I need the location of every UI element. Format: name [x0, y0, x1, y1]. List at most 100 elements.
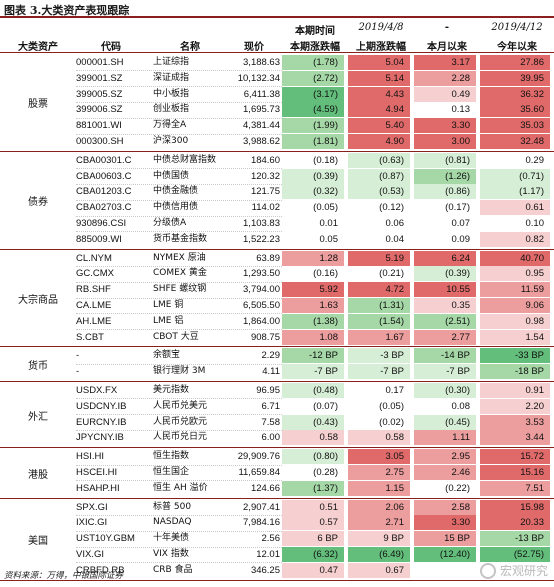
- perf-c3: 2.58: [414, 499, 476, 515]
- asset-name: 恒生国企: [153, 467, 190, 477]
- row-divider: [76, 414, 282, 416]
- asset-price: 3,794.00: [243, 284, 280, 296]
- perf-c3: 2.28: [414, 70, 476, 86]
- perf-c4: 15.72: [480, 449, 550, 465]
- perf-c4: -18 BP: [480, 364, 550, 380]
- perf-c2: 0.06: [385, 218, 405, 229]
- perf-c4: 20.33: [480, 515, 550, 531]
- asset-name: COMEX 黄金: [153, 268, 207, 279]
- row-divider: [76, 530, 282, 532]
- perf-c4: 35.60: [480, 102, 550, 118]
- perf-c4: (52.75): [480, 547, 550, 562]
- perf-c1: -7 BP: [282, 364, 344, 380]
- row-divider: [76, 546, 282, 548]
- header-name: 名称: [180, 42, 200, 53]
- asset-name: 创业板指: [153, 104, 190, 115]
- perf-c4: 0.98: [480, 313, 550, 329]
- asset-name: LME 铝: [153, 315, 184, 326]
- perf-c2: (0.12): [379, 202, 404, 214]
- watermark: 宏观研究: [479, 562, 548, 579]
- perf-c2: 4.72: [348, 282, 410, 298]
- asset-code: UST10Y.GBM: [76, 533, 135, 545]
- perf-c2: -3 BP: [348, 348, 410, 364]
- asset-code: CRBFD.RB: [76, 564, 125, 576]
- asset-price: 4,381.44: [243, 120, 280, 132]
- asset-price: 12.01: [256, 549, 280, 560]
- asset-price: 6.71: [261, 400, 281, 412]
- asset-code: VIX.GI: [76, 549, 104, 560]
- asset-price: 1,695.73: [243, 104, 280, 116]
- header-c1-top: 本期时间: [295, 26, 335, 37]
- asset-name: 中债总财富指数: [153, 154, 217, 165]
- perf-c2: (0.53): [348, 184, 410, 200]
- perf-c3: (0.17): [445, 202, 470, 214]
- asset-price: 184.60: [250, 154, 280, 166]
- asset-name: VIX 指数: [153, 549, 189, 559]
- asset-name: 万得全A: [153, 120, 187, 131]
- category-label: 港股: [28, 469, 48, 481]
- perf-c1: (1.99): [282, 118, 344, 134]
- row-divider: [76, 281, 282, 283]
- header-c3-bot: 本月以来: [427, 42, 467, 53]
- asset-code: GC.CMX: [76, 268, 114, 280]
- perf-c3: 0.08: [451, 400, 471, 412]
- perf-c1: (2.72): [282, 70, 344, 86]
- asset-name: 分级债A: [153, 218, 187, 228]
- asset-price: 6,505.50: [243, 300, 280, 311]
- header-c4-top: 2019/4/12: [491, 22, 543, 33]
- perf-c1: (1.37): [282, 480, 344, 496]
- category-label: 债券: [28, 197, 48, 209]
- perf-c3: (1.26): [414, 168, 476, 184]
- row-divider: [76, 363, 282, 365]
- asset-code: RB.SHF: [76, 284, 111, 296]
- asset-price: 120.32: [250, 170, 280, 182]
- asset-name: 上证综指: [153, 57, 190, 67]
- asset-code: CBA02703.C: [76, 202, 132, 214]
- asset-price: 3,188.63: [243, 57, 280, 68]
- perf-c3: 0.35: [414, 298, 476, 313]
- perf-c1: 1.63: [282, 298, 344, 313]
- asset-name: 中债金融债: [153, 186, 199, 197]
- perf-c3: (0.81): [414, 152, 476, 168]
- perf-c1: (0.48): [282, 383, 344, 398]
- perf-c1: (0.39): [282, 168, 344, 184]
- category-label: 美国: [28, 536, 48, 548]
- row-divider: [76, 429, 282, 431]
- perf-c1: (3.17): [282, 86, 344, 102]
- perf-c3: 2.95: [414, 449, 476, 465]
- asset-name: NASDAQ: [153, 517, 192, 528]
- perf-c4: 0.61: [480, 200, 550, 216]
- asset-code: -: [76, 366, 80, 378]
- perf-c4: 15.16: [480, 465, 550, 480]
- perf-c2: 9 BP: [348, 531, 410, 547]
- asset-code: S.CBT: [76, 331, 104, 343]
- asset-name: 人民币兑美元: [153, 400, 208, 411]
- header-c1-bot: 本期涨跌幅: [290, 42, 340, 53]
- asset-name: LME 铜: [153, 300, 184, 310]
- asset-price: 2,907.41: [243, 501, 280, 513]
- perf-c1: 0.01: [319, 218, 339, 229]
- row-divider: [76, 562, 282, 564]
- perf-c1: 6 BP: [282, 531, 344, 547]
- group-rule: [0, 447, 554, 449]
- perf-c1: (4.59): [282, 102, 344, 118]
- asset-name: CRB 食品: [153, 564, 193, 575]
- perf-c3: 10.55: [414, 282, 476, 298]
- asset-code: 885009.WI: [76, 233, 122, 245]
- perf-c4: 11.59: [480, 282, 550, 298]
- perf-c3: 2.77: [414, 329, 476, 345]
- asset-name: 人民币兑欧元: [153, 416, 208, 427]
- asset-price: 3,988.62: [243, 136, 280, 147]
- perf-c2: (1.54): [348, 313, 410, 329]
- perf-c4: 15.98: [480, 499, 550, 515]
- asset-name: 恒生 AH 溢价: [153, 482, 208, 493]
- perf-c2: 5.40: [348, 118, 410, 134]
- perf-c3: -7 BP: [414, 364, 476, 380]
- wechat-icon: [479, 562, 496, 579]
- row-divider: [76, 70, 282, 72]
- row-divider: [76, 183, 282, 185]
- perf-c3: (0.30): [414, 383, 476, 398]
- perf-c1: (6.32): [282, 547, 344, 562]
- row-divider: [76, 514, 282, 516]
- asset-code: USDCNY.IB: [76, 400, 127, 412]
